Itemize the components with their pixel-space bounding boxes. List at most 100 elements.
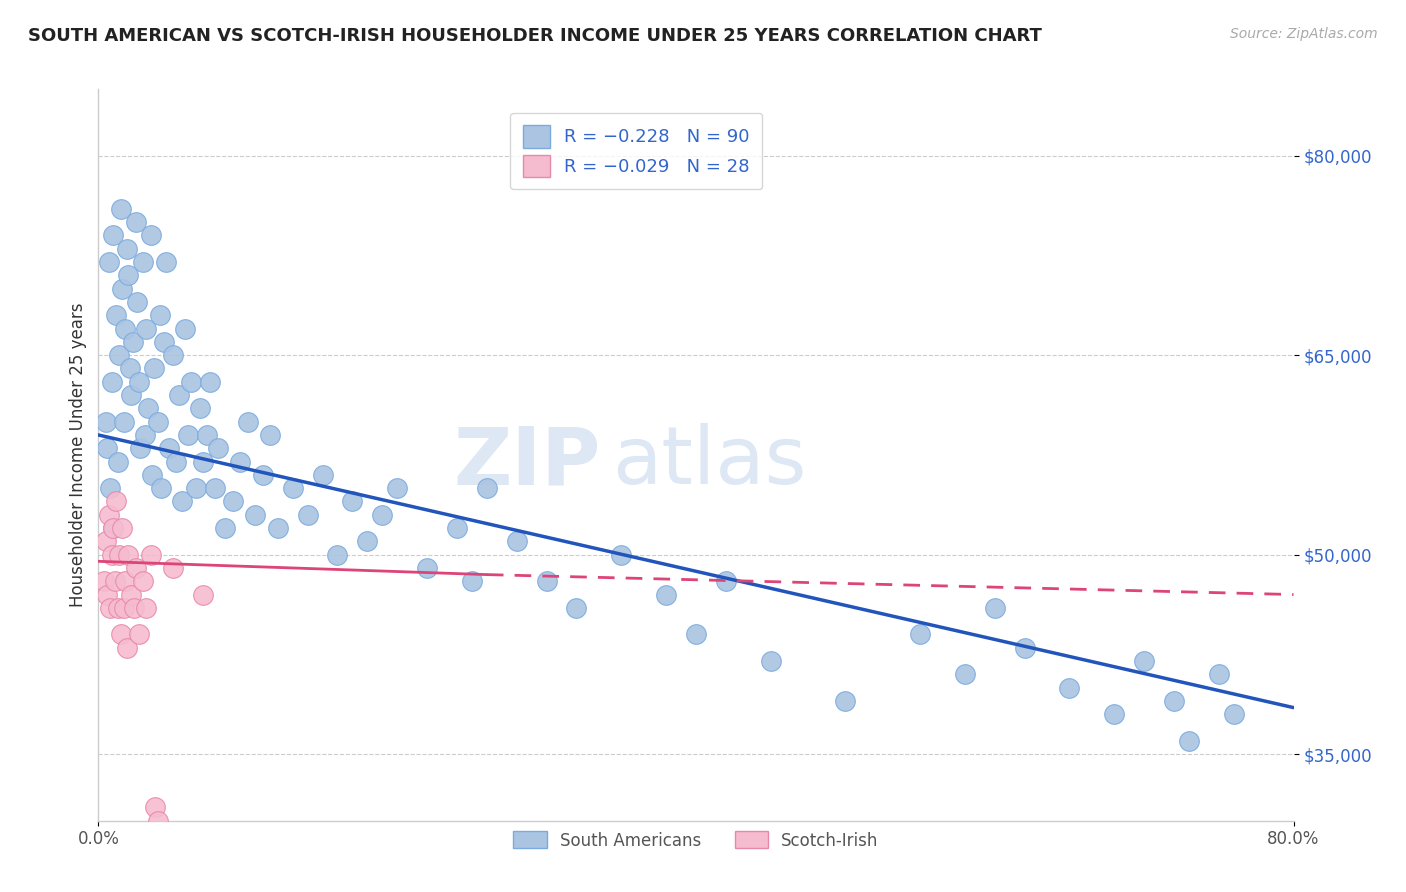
Point — [155, 255, 177, 269]
Point — [115, 640, 138, 655]
Point — [148, 415, 170, 429]
Point — [184, 481, 207, 495]
Point — [96, 442, 118, 456]
Point — [342, 494, 364, 508]
Point — [165, 454, 187, 468]
Point — [162, 348, 184, 362]
Point — [111, 282, 134, 296]
Point — [139, 548, 162, 562]
Point — [416, 561, 439, 575]
Point — [134, 428, 156, 442]
Point — [128, 375, 150, 389]
Text: ZIP: ZIP — [453, 423, 600, 501]
Point — [475, 481, 498, 495]
Point — [214, 521, 236, 535]
Point — [385, 481, 409, 495]
Point — [118, 361, 141, 376]
Text: Source: ZipAtlas.com: Source: ZipAtlas.com — [1230, 27, 1378, 41]
Point — [135, 600, 157, 615]
Point — [297, 508, 319, 522]
Point — [149, 308, 172, 322]
Point — [120, 588, 142, 602]
Point — [103, 521, 125, 535]
Point — [204, 481, 226, 495]
Point — [93, 574, 115, 589]
Point — [167, 388, 190, 402]
Point — [153, 334, 176, 349]
Point — [714, 574, 737, 589]
Point — [371, 508, 394, 522]
Point — [103, 521, 125, 535]
Point — [267, 521, 290, 535]
Point — [135, 321, 157, 335]
Point — [1178, 734, 1201, 748]
Point — [150, 481, 173, 495]
Point — [245, 508, 267, 522]
Point — [136, 401, 159, 416]
Point — [1104, 707, 1126, 722]
Point — [148, 814, 170, 828]
Point — [117, 548, 139, 562]
Point — [132, 574, 155, 589]
Point — [114, 574, 136, 589]
Point — [229, 454, 252, 468]
Point — [191, 454, 214, 468]
Point — [1208, 667, 1230, 681]
Point — [177, 428, 200, 442]
Point — [94, 534, 117, 549]
Point — [132, 255, 155, 269]
Point — [252, 467, 274, 482]
Point — [105, 494, 128, 508]
Point — [174, 321, 197, 335]
Point — [157, 442, 180, 456]
Point — [139, 228, 162, 243]
Point — [127, 295, 149, 310]
Point — [103, 228, 125, 243]
Point — [128, 627, 150, 641]
Point — [108, 548, 131, 562]
Point — [121, 334, 143, 349]
Point — [197, 428, 219, 442]
Point — [565, 600, 588, 615]
Point — [834, 694, 856, 708]
Point — [281, 481, 304, 495]
Point — [162, 561, 184, 575]
Text: SOUTH AMERICAN VS SCOTCH-IRISH HOUSEHOLDER INCOME UNDER 25 YEARS CORRELATION CHA: SOUTH AMERICAN VS SCOTCH-IRISH HOUSEHOLD… — [28, 27, 1042, 45]
Point — [536, 574, 558, 589]
Point — [114, 321, 136, 335]
Point — [259, 428, 281, 442]
Point — [236, 415, 259, 429]
Point — [125, 215, 148, 229]
Point — [143, 800, 166, 814]
Point — [311, 467, 333, 482]
Point — [97, 508, 120, 522]
Point — [191, 588, 214, 602]
Point — [1133, 654, 1156, 668]
Point — [108, 348, 131, 362]
Point — [104, 574, 127, 589]
Point — [200, 375, 222, 389]
Point — [111, 521, 134, 535]
Legend: South Americans, Scotch-Irish: South Americans, Scotch-Irish — [506, 825, 886, 856]
Point — [142, 361, 165, 376]
Point — [207, 442, 229, 456]
Point — [1223, 707, 1246, 722]
Point — [446, 521, 468, 535]
Point — [107, 454, 129, 468]
Point — [461, 574, 484, 589]
Point — [125, 561, 148, 575]
Point — [124, 600, 146, 615]
Point — [120, 388, 142, 402]
Point — [180, 375, 202, 389]
Point — [97, 255, 120, 269]
Point — [112, 415, 135, 429]
Point — [115, 242, 138, 256]
Point — [112, 600, 135, 615]
Point — [110, 202, 132, 216]
Point — [98, 481, 122, 495]
Point — [141, 467, 163, 482]
Point — [101, 375, 124, 389]
Y-axis label: Householder Income Under 25 years: Householder Income Under 25 years — [69, 302, 87, 607]
Point — [953, 667, 976, 681]
Point — [610, 548, 633, 562]
